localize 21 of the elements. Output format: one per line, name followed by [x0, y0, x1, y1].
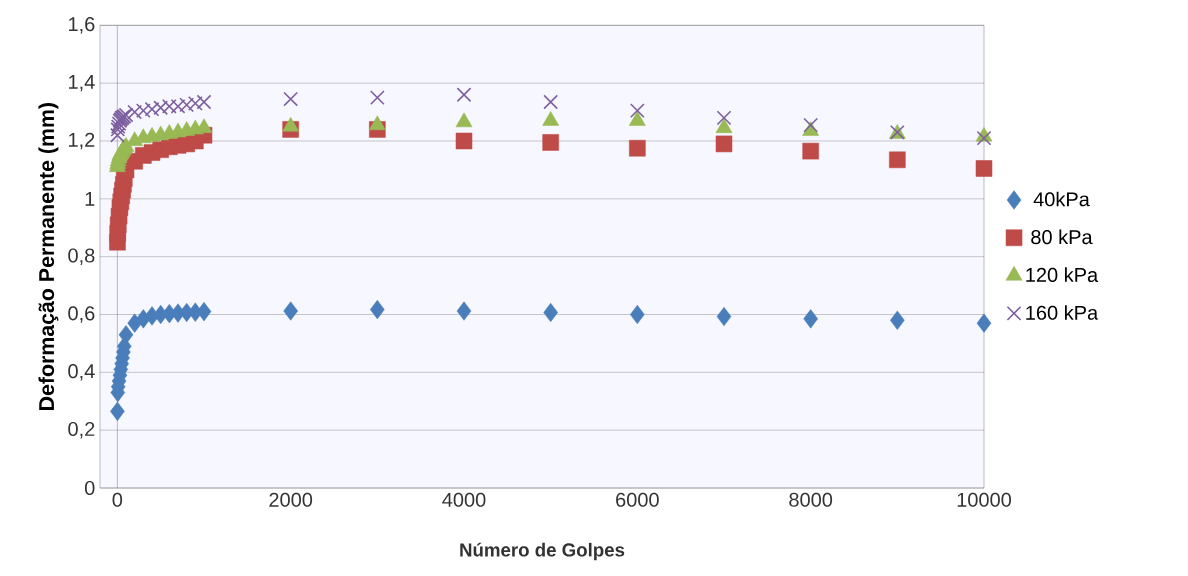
y-tick-label: 1,2	[69, 132, 95, 150]
y-tick-label: 1,4	[69, 75, 95, 92]
y-tick-label: 0,8	[68, 248, 95, 265]
y-tick-label: 0	[84, 480, 95, 496]
x-tick-label: 8000	[789, 492, 833, 507]
x-tick-label: 4000	[442, 492, 486, 507]
x-tick-label: 6000	[616, 492, 659, 507]
x-tick-label: 0	[112, 492, 123, 507]
x-tick-label: 10000	[957, 492, 1012, 507]
y-tick-label: 0,6	[68, 306, 95, 323]
legend-label: 80 kPa	[1031, 229, 1093, 245]
y-tick-label: 1	[85, 191, 95, 206]
y-tick-label: 0,2	[68, 421, 95, 439]
legend-label: 120 kPa	[1026, 267, 1099, 283]
legend-label: 40kPa	[1033, 191, 1090, 207]
x-tick-label: 2000	[269, 492, 313, 507]
x-axis-title: Número de Golpes	[460, 542, 625, 561]
y-tick-label: 1,6	[69, 17, 95, 34]
y-tick-label: 0,4	[68, 364, 95, 381]
y-axis-title: Deformação Permanente (mm)	[38, 103, 59, 410]
legend-label: 160 kPa	[1026, 305, 1099, 320]
